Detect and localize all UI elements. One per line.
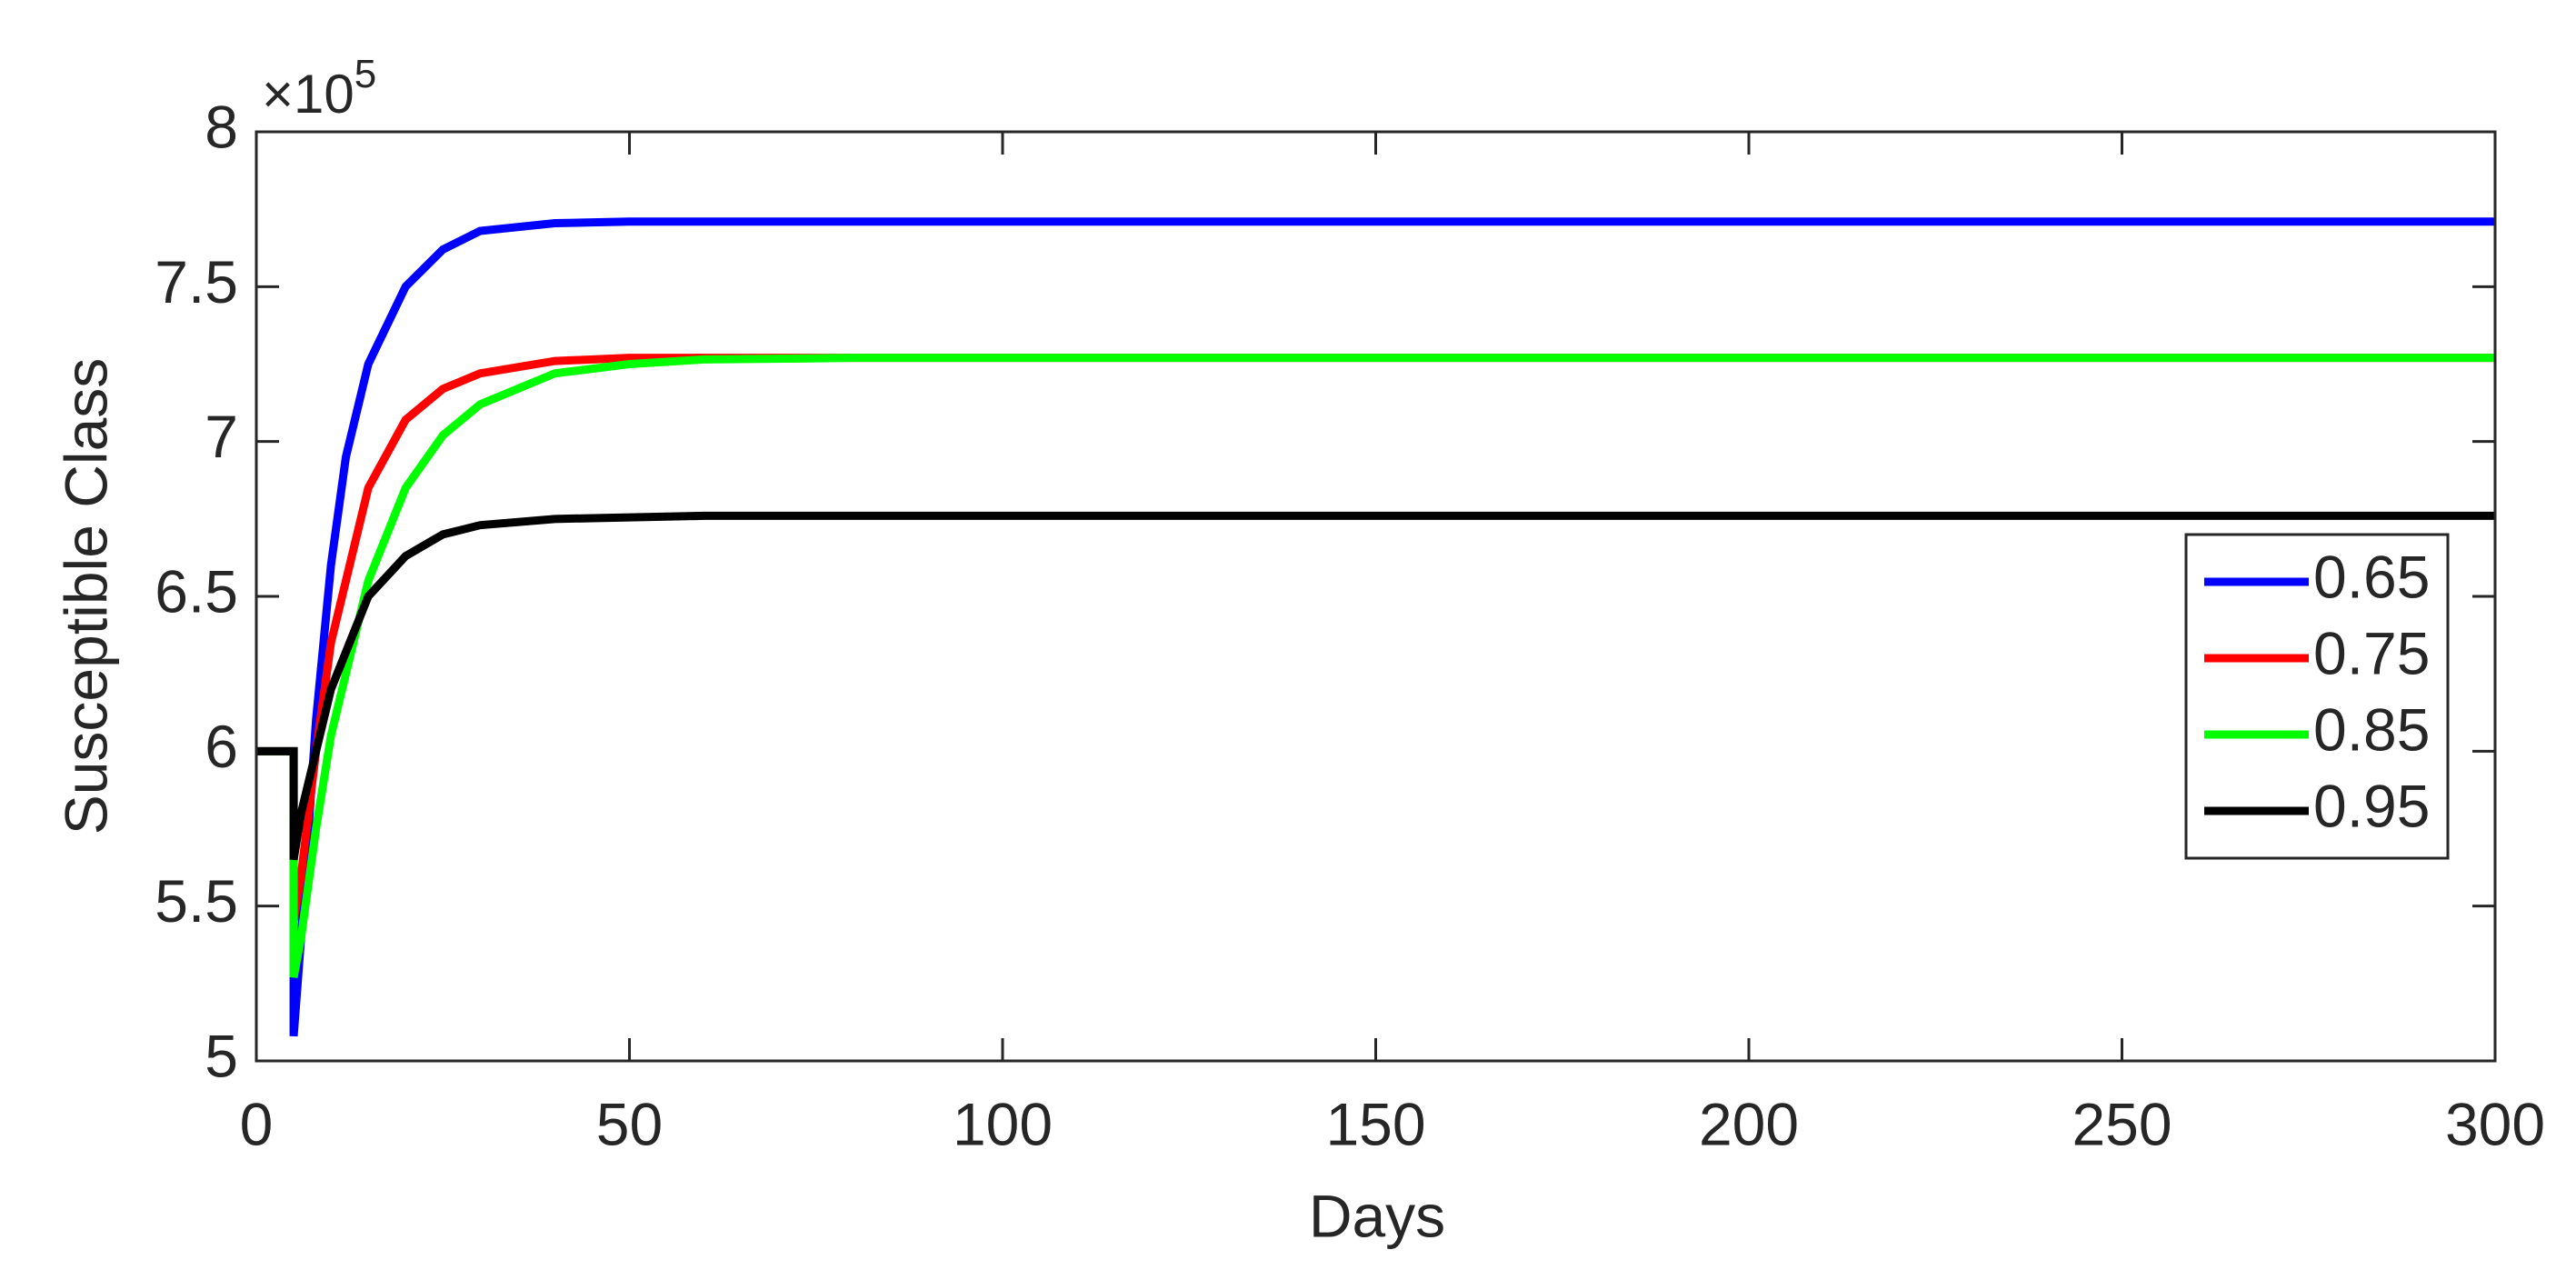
line bbox=[256, 354, 2495, 978]
y-tick-label: 5.5 bbox=[155, 867, 238, 935]
plot-area bbox=[256, 132, 2495, 1061]
y-multiplier-exponent: 5 bbox=[354, 52, 376, 96]
legend-label: 0.75 bbox=[2313, 619, 2430, 686]
y-tick-label: 7.5 bbox=[155, 248, 238, 315]
y-tick-label: 6.5 bbox=[155, 557, 238, 625]
x-tick-label: 0 bbox=[240, 1090, 274, 1157]
y-tick-label: 6 bbox=[205, 713, 238, 780]
y-tick-label: 8 bbox=[205, 93, 238, 160]
x-tick-label: 100 bbox=[953, 1090, 1053, 1157]
y-tick-label: 7 bbox=[205, 403, 238, 470]
y-tick-label: 5 bbox=[205, 1022, 238, 1089]
y-multiplier: ×105 bbox=[262, 52, 376, 125]
legend-label: 0.65 bbox=[2313, 543, 2430, 610]
x-tick-label: 150 bbox=[1325, 1090, 1425, 1157]
y-axis-label: Susceptible Class bbox=[52, 358, 119, 835]
legend-label: 0.85 bbox=[2313, 695, 2430, 763]
legend-box bbox=[2184, 533, 2450, 860]
legend-label: 0.95 bbox=[2313, 772, 2430, 839]
line bbox=[256, 511, 2495, 861]
x-axis-label: Days bbox=[1309, 1182, 1445, 1249]
y-multiplier-base: ×10 bbox=[262, 64, 354, 125]
x-tick-label: 50 bbox=[596, 1090, 663, 1157]
x-tick-label: 200 bbox=[1699, 1090, 1799, 1157]
plot-frame bbox=[255, 130, 2497, 1063]
x-tick-label: 300 bbox=[2445, 1090, 2545, 1157]
x-tick-label: 250 bbox=[2072, 1090, 2172, 1157]
